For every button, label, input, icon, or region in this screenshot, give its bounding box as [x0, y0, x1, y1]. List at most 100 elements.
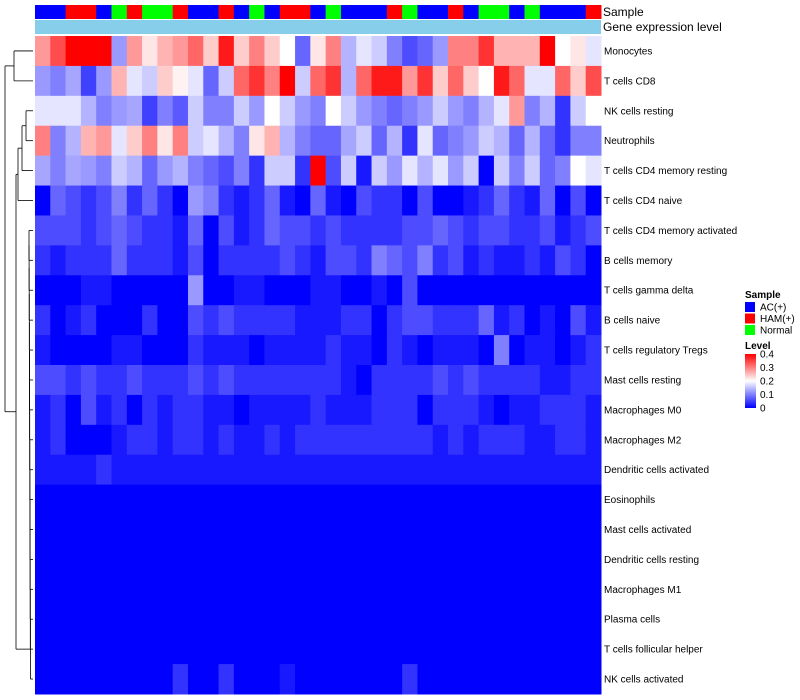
heatmap-cell: [371, 544, 388, 575]
legend-group-swatch: [745, 302, 755, 312]
heatmap-cell: [233, 125, 250, 157]
heatmap-cell: [402, 155, 418, 187]
heatmap-cell: [570, 544, 587, 575]
heatmap-cell: [249, 664, 265, 695]
heatmap-cell: [187, 664, 204, 695]
row-label: B cells memory: [604, 256, 672, 267]
heatmap-cell: [539, 484, 556, 516]
heatmap-cell: [402, 185, 418, 216]
heatmap-cell: [356, 574, 373, 605]
heatmap-cell: [555, 65, 571, 97]
heatmap-cell: [432, 215, 449, 246]
sample-annotation-cell: [356, 5, 373, 19]
heatmap-cell: [187, 215, 204, 246]
heatmap-cell: [233, 484, 250, 516]
heatmap-cell: [96, 454, 112, 486]
heatmap-cell: [371, 245, 388, 276]
heatmap-cell: [463, 574, 480, 605]
heatmap-cell: [142, 245, 158, 276]
heatmap-cell: [264, 185, 281, 216]
sample-annotation-cell: [157, 5, 174, 19]
heatmap-cell: [50, 305, 67, 336]
heatmap-cell: [126, 305, 143, 336]
heatmap-cell: [402, 215, 418, 246]
heatmap-cell: [448, 634, 464, 665]
heatmap-cell: [371, 335, 388, 366]
legend-sample-groups: AC(+)HAM(+)Normal: [745, 302, 795, 337]
heatmap-cell: [218, 125, 235, 157]
heatmap-cell: [187, 65, 204, 97]
heatmap-cell: [585, 95, 602, 127]
row-label: T cells CD8: [604, 76, 656, 87]
heatmap-cell: [96, 65, 112, 97]
heatmap-cell: [218, 604, 235, 635]
heatmap-cell: [295, 275, 311, 306]
heatmap-cell: [386, 484, 403, 516]
heatmap-cell: [111, 185, 128, 216]
heatmap-cell: [111, 544, 128, 575]
heatmap-cell: [249, 185, 265, 216]
gene-expression-annotation-label: Gene expression level: [603, 20, 722, 34]
heatmap-cell: [417, 245, 434, 276]
heatmap-cell: [448, 454, 464, 486]
heatmap-cell: [432, 484, 449, 516]
sample-annotation-cell: [279, 5, 296, 19]
heatmap-cell: [157, 215, 174, 246]
heatmap-cell: [50, 65, 67, 97]
heatmap-cell: [96, 335, 112, 366]
heatmap-cell: [493, 125, 510, 157]
heatmap-cell: [386, 424, 403, 456]
heatmap-cell: [80, 185, 97, 216]
heatmap-cell: [509, 95, 526, 127]
heatmap-cell: [555, 424, 571, 456]
heatmap-cell: [142, 664, 158, 695]
heatmap-cell: [386, 275, 403, 306]
heatmap-cell: [203, 514, 220, 545]
heatmap-cell: [50, 365, 67, 396]
heatmap-cell: [386, 36, 403, 67]
heatmap-cell: [539, 275, 556, 306]
heatmap-cell: [35, 544, 51, 575]
heatmap-cell: [371, 664, 388, 695]
heatmap-cell: [111, 664, 128, 695]
heatmap-cell: [509, 454, 526, 486]
heatmap-cell: [402, 424, 418, 456]
heatmap-cell: [493, 574, 510, 605]
heatmap-cell: [35, 634, 51, 665]
heatmap-cell: [264, 454, 281, 486]
heatmap-cell: [279, 574, 296, 605]
heatmap-cell: [96, 305, 112, 336]
heatmap-cell: [233, 185, 250, 216]
heatmap-cell: [203, 484, 220, 516]
heatmap-cell: [493, 454, 510, 486]
heatmap-cell: [187, 424, 204, 456]
heatmap-cell: [218, 65, 235, 97]
heatmap-cell: [325, 574, 342, 605]
heatmap-cell: [448, 65, 464, 97]
heatmap-cell: [340, 574, 357, 605]
heatmap-cell: [279, 335, 296, 366]
heatmap-cell: [555, 215, 571, 246]
heatmap-cell: [570, 335, 587, 366]
heatmap-cell: [448, 305, 464, 336]
heatmap-cell: [478, 514, 495, 545]
heatmap-cell: [448, 155, 464, 187]
heatmap-cell: [80, 574, 97, 605]
heatmap-cell: [417, 484, 434, 516]
heatmap-cell: [356, 125, 373, 157]
heatmap-cell: [295, 634, 311, 665]
heatmap-cell: [310, 574, 327, 605]
heatmap-cell: [585, 634, 602, 665]
heatmap-cell: [402, 484, 418, 516]
heatmap-cell: [325, 484, 342, 516]
heatmap-cell: [555, 514, 571, 545]
heatmap-cell: [187, 574, 204, 605]
heatmap-cell: [585, 454, 602, 486]
sample-annotation-cell: [310, 5, 327, 19]
heatmap-cell: [233, 245, 250, 276]
heatmap-cell: [509, 365, 526, 396]
heatmap-cell: [371, 365, 388, 396]
sample-annotation-cell: [187, 5, 204, 19]
heatmap-cell: [386, 365, 403, 396]
heatmap-cell: [432, 65, 449, 97]
